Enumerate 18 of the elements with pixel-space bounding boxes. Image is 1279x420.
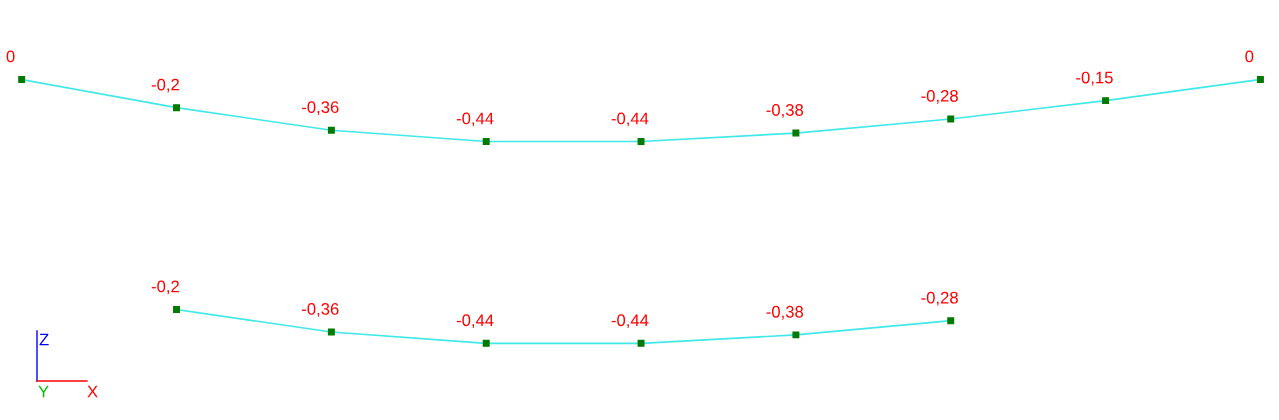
text: X (87, 385, 98, 398)
data-label: 0 (6, 50, 15, 63)
text: Y (38, 385, 49, 398)
data-label: -0,38 (766, 305, 804, 320)
data-label: -0,2 (151, 78, 179, 93)
data-label: -0,44 (456, 112, 494, 127)
data-label: 0 (1245, 50, 1254, 63)
data-label: -0,28 (921, 291, 958, 306)
data-label: -0,44 (456, 314, 494, 329)
data-label: -0,36 (302, 303, 339, 317)
data-label: -0,38 (766, 104, 804, 118)
annotation: Z (39, 333, 49, 346)
data-label: -0,36 (302, 101, 339, 116)
data-label: -0,28 (921, 89, 958, 104)
data-label: -0,15 (1076, 71, 1113, 86)
data-label: -0,44 (611, 314, 649, 329)
data-label: -0,2 (151, 280, 179, 295)
data-label: -0,44 (611, 112, 649, 127)
